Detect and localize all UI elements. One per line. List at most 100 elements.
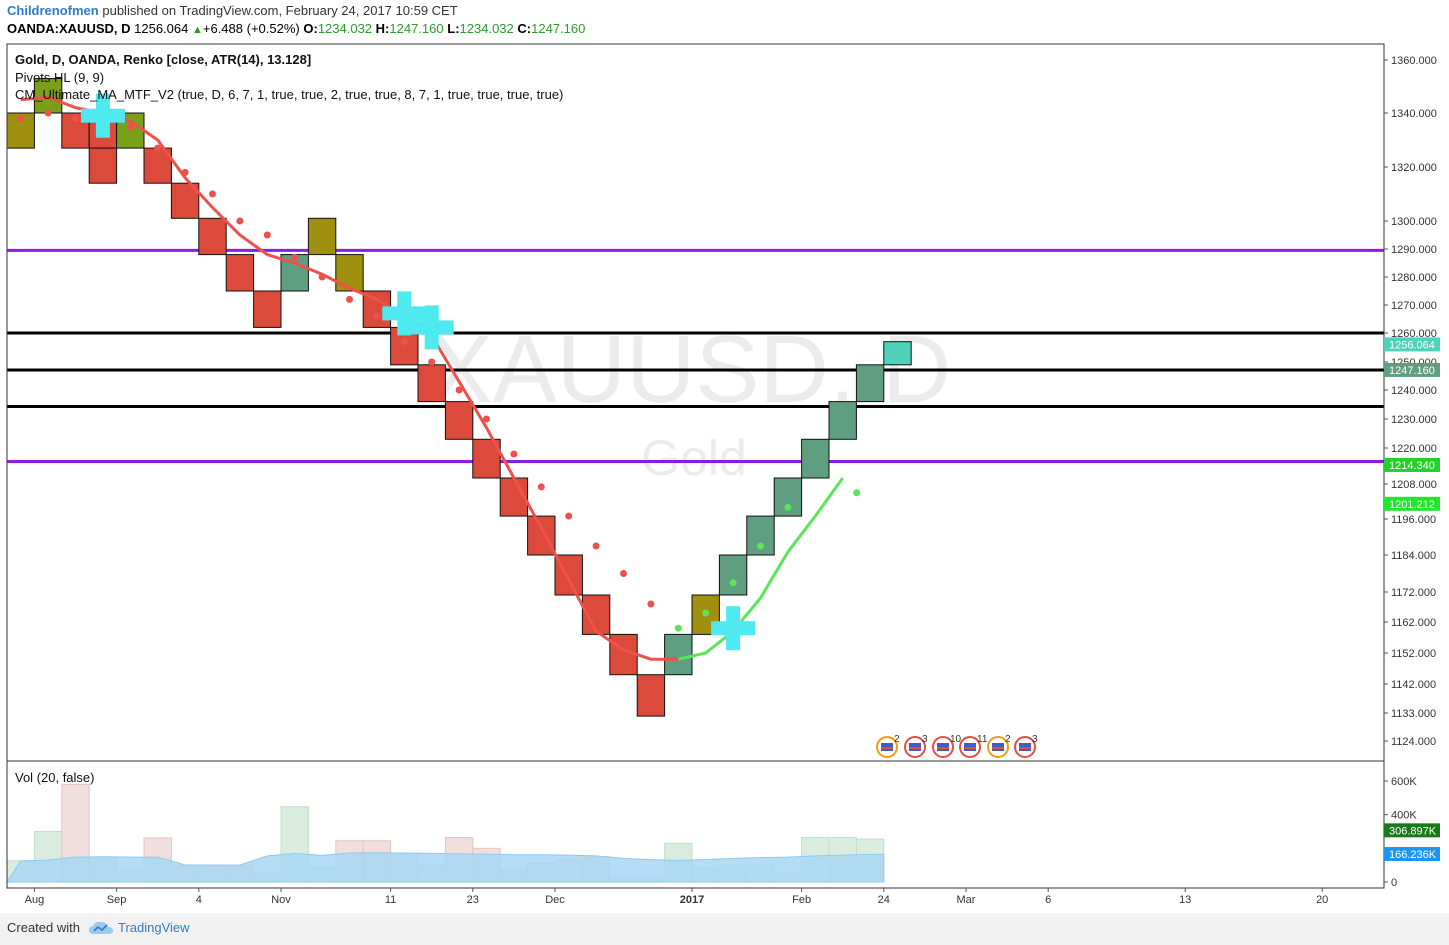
renko-brick (828, 401, 857, 440)
renko-brick (307, 217, 337, 256)
ma-dot-up (853, 489, 861, 497)
price-tag-label: 1201.212 (1389, 499, 1435, 511)
ma-dot-down (236, 217, 244, 225)
x-tick-label: 6 (1045, 894, 1051, 906)
x-tick-label: 2017 (680, 894, 704, 906)
event-count: 2 (894, 734, 900, 745)
ma-dot-down (647, 600, 655, 608)
volume-pane (6, 783, 885, 883)
renko-brick (718, 554, 748, 596)
renko-brick (417, 364, 446, 403)
ma-line-up (677, 477, 844, 661)
renko-brick (883, 341, 912, 366)
tradingview-cloud-icon (89, 921, 113, 934)
legend-volume[interactable]: Vol (20, false) (15, 770, 95, 785)
price-axis[interactable]: 1360.000 1340.000 1320.000 1300.000 1290.000… (1384, 55, 1440, 889)
ma-dot-down (373, 312, 381, 320)
legend-pivots[interactable]: Pivots HL (9, 9) (15, 70, 105, 85)
moving-average (17, 93, 861, 661)
y-tick-label: 1360.000 (1391, 55, 1437, 67)
renko-brick (636, 674, 666, 717)
publish-line: Childrenofmen published on TradingView.c… (7, 3, 458, 18)
volume-tag-label: 166.236K (1389, 849, 1437, 861)
x-tick-label: 24 (878, 894, 890, 906)
ma-dot-down (483, 415, 490, 423)
ma-dot-down (72, 114, 79, 122)
ma-dot-down (537, 483, 545, 491)
publish-info: published on TradingView.com, February 2… (102, 3, 458, 18)
price-tag-label: 1256.064 (1389, 339, 1435, 351)
low-value: 1234.032 (459, 21, 514, 36)
ma-dot-down (455, 386, 463, 394)
high-value: 1247.160 (389, 21, 444, 36)
renko-bricks (6, 78, 912, 717)
y-tick-label: 1240.000 (1391, 385, 1437, 397)
volume-tag (1384, 847, 1440, 862)
vol-tick-label: 0 (1391, 877, 1397, 889)
cross-marker-v (726, 606, 741, 651)
ma-dot-down (428, 358, 436, 366)
x-tick-label: Mar (957, 894, 976, 906)
ma-dot-down (346, 295, 353, 303)
y-tick-label: 1152.000 (1391, 648, 1436, 660)
x-tick-label: 23 (467, 894, 479, 906)
ma-dot-down (181, 168, 189, 176)
time-axis[interactable]: Aug Sep 4 Nov 11 23 Dec 2017 Feb 24 Mar 6 13 20 (25, 888, 1329, 906)
ma-dot-down (400, 338, 408, 346)
x-tick-label: 4 (196, 894, 202, 906)
ma-dot-up (729, 579, 737, 587)
event-markers[interactable]: 2 3 10 11 2 3 (876, 734, 1038, 758)
x-tick-label: 11 (385, 894, 396, 906)
x-tick-label: 20 (1316, 894, 1328, 906)
x-tick-label: Feb (792, 894, 811, 906)
chart-area[interactable]: XAUUSD, D Gold 2 3 10 11 2 3 1360.0001340.000… (0, 0, 1449, 913)
ma-dot-up (702, 609, 710, 617)
horizontal-lines[interactable] (7, 248, 1384, 463)
y-tick-label: 1290.000 (1391, 244, 1437, 256)
y-tick-label: 1162.000 (1391, 617, 1436, 629)
triangle-up-icon: ▲ (191, 24, 203, 36)
tradingview-link[interactable]: TradingView (118, 920, 190, 935)
legend-ma[interactable]: CM_Ultimate_MA_MTF_V2 (true, D, 6, 7, 1,… (15, 87, 564, 102)
y-tick-label: 1196.000 (1391, 514, 1436, 526)
open-value: 1234.032 (317, 21, 373, 36)
y-tick-label: 1124.000 (1391, 736, 1436, 748)
event-count: 3 (1032, 734, 1038, 745)
y-tick-label: 1230.000 (1391, 414, 1437, 426)
event-count: 3 (922, 734, 928, 745)
event-count: 2 (1005, 734, 1011, 745)
y-tick-label: 1300.000 (1391, 216, 1437, 228)
y-tick-label: 1340.000 (1391, 108, 1437, 120)
y-tick-label: 1280.000 (1391, 272, 1437, 284)
ma-dot-down (263, 231, 271, 239)
x-tick-label: 13 (1179, 894, 1191, 906)
cross-marker-v (95, 93, 110, 138)
y-tick-label: 1320.000 (1391, 162, 1437, 174)
renko-brick (335, 254, 364, 292)
renko-brick (170, 182, 200, 219)
watermark-name: Gold (641, 430, 747, 486)
footer-bar: Created with TradingView (0, 913, 1449, 945)
renko-brick (527, 515, 556, 556)
cross-marker-v (424, 305, 439, 350)
ma-dot-down (318, 273, 326, 281)
ma-dot-up (674, 624, 682, 632)
renko-brick (664, 633, 693, 676)
renko-brick (198, 217, 227, 256)
volume-tag-label: 306.897K (1389, 825, 1437, 837)
y-tick-label: 1270.000 (1391, 300, 1437, 312)
volume-ma-area (6, 852, 885, 883)
renko-brick (88, 147, 118, 184)
price-tag (1384, 337, 1440, 352)
legend-main-series[interactable]: Gold, D, OANDA, Renko [close, ATR(14), 1… (15, 52, 312, 67)
ma-dot-down (44, 109, 52, 117)
x-tick-label: Sep (107, 894, 127, 906)
symbol-label: OANDA:XAUUSD, D (7, 21, 131, 36)
price-tag (1384, 457, 1440, 472)
author-link[interactable]: Childrenofmen (7, 3, 99, 18)
y-tick-label: 1142.000 (1391, 679, 1436, 691)
ma-dot-down (209, 190, 216, 198)
vol-tick-label: 600K (1391, 776, 1417, 788)
ma-dot-down (291, 253, 299, 261)
renko-brick (253, 290, 282, 328)
